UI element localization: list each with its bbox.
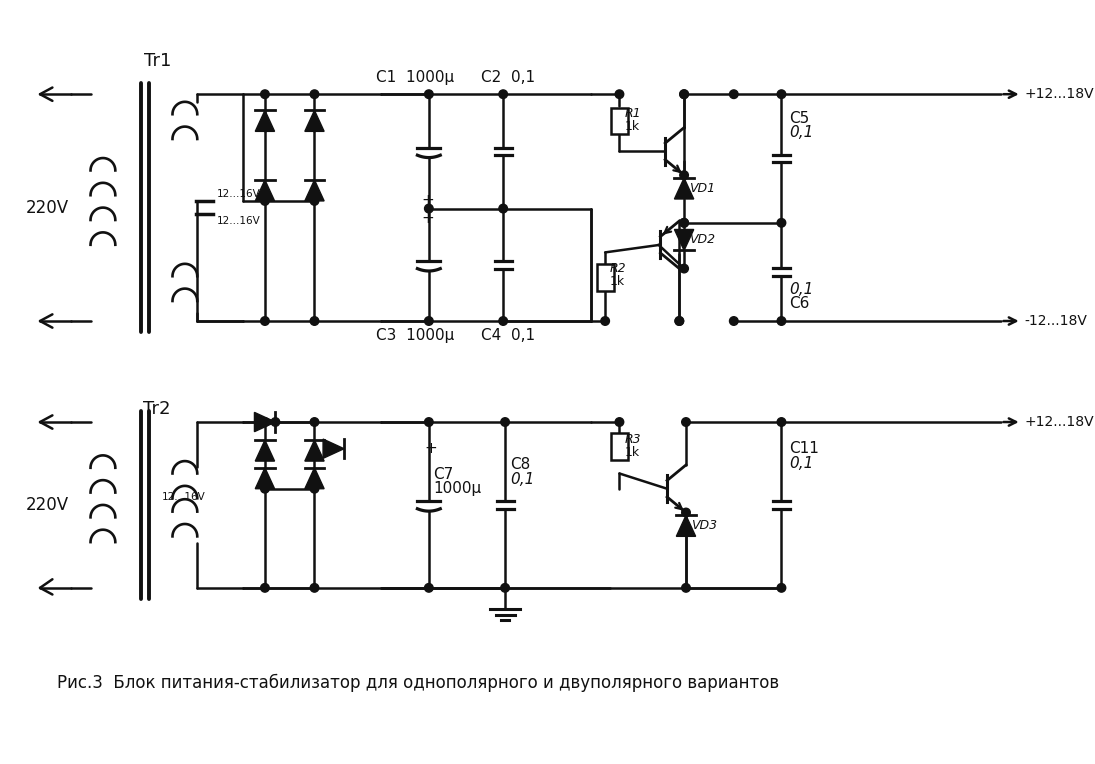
Polygon shape: [304, 111, 324, 131]
Text: -12...18V: -12...18V: [1025, 314, 1087, 328]
Text: VD2: VD2: [689, 234, 715, 247]
Circle shape: [615, 90, 624, 99]
Bar: [597, 264, 613, 290]
Circle shape: [310, 418, 319, 426]
Text: C4  0,1: C4 0,1: [482, 328, 535, 343]
Text: C8: C8: [510, 458, 530, 472]
Circle shape: [500, 584, 509, 592]
Circle shape: [601, 317, 610, 325]
Circle shape: [310, 584, 319, 592]
Polygon shape: [255, 180, 275, 201]
Circle shape: [615, 418, 624, 426]
Circle shape: [680, 264, 689, 273]
Polygon shape: [304, 180, 324, 201]
Circle shape: [682, 508, 690, 516]
Text: 1k: 1k: [624, 120, 639, 133]
Circle shape: [261, 484, 269, 493]
Circle shape: [777, 90, 786, 99]
Circle shape: [310, 317, 319, 325]
Text: C1  1000μ: C1 1000μ: [377, 70, 454, 86]
Text: C7: C7: [434, 467, 453, 482]
Text: +12...18V: +12...18V: [1025, 415, 1094, 429]
Circle shape: [499, 317, 507, 325]
Text: C5: C5: [789, 111, 809, 125]
Text: +12...18V: +12...18V: [1025, 87, 1094, 101]
Text: C3  1000μ: C3 1000μ: [377, 328, 454, 343]
Circle shape: [777, 219, 786, 227]
Text: C2  0,1: C2 0,1: [482, 70, 535, 86]
Text: 1k: 1k: [610, 276, 625, 289]
Circle shape: [777, 584, 786, 592]
Text: 12...16V: 12...16V: [162, 492, 206, 502]
Text: C11: C11: [789, 441, 819, 456]
Circle shape: [272, 418, 279, 426]
Text: +: +: [422, 193, 434, 209]
Text: Tr1: Tr1: [143, 52, 171, 70]
Text: Tr2: Tr2: [143, 400, 171, 418]
Circle shape: [499, 204, 507, 213]
Circle shape: [680, 219, 689, 227]
Text: VD3: VD3: [691, 520, 717, 533]
Text: 1k: 1k: [624, 446, 639, 459]
Bar: [611, 108, 629, 134]
Circle shape: [310, 196, 319, 206]
Text: R3: R3: [624, 432, 641, 445]
Text: 220V: 220V: [25, 496, 69, 514]
Circle shape: [500, 418, 509, 426]
Polygon shape: [675, 178, 694, 199]
Bar: [611, 433, 629, 460]
Polygon shape: [255, 468, 275, 489]
Circle shape: [261, 418, 269, 426]
Circle shape: [310, 90, 319, 99]
Text: 0,1: 0,1: [510, 471, 534, 487]
Text: 12...16V: 12...16V: [217, 189, 261, 199]
Text: +: +: [422, 211, 434, 225]
Polygon shape: [304, 440, 324, 461]
Text: 0,1: 0,1: [789, 455, 814, 471]
Circle shape: [261, 584, 269, 592]
Circle shape: [499, 90, 507, 99]
Circle shape: [729, 90, 738, 99]
Text: R1: R1: [624, 107, 641, 120]
Polygon shape: [255, 111, 275, 131]
Circle shape: [425, 584, 434, 592]
Polygon shape: [254, 413, 276, 432]
Polygon shape: [323, 439, 344, 458]
Polygon shape: [255, 440, 275, 461]
Text: Рис.3  Блок питания-стабилизатор для однополярного и двуполярного вариантов: Рис.3 Блок питания-стабилизатор для одно…: [57, 674, 780, 692]
Circle shape: [682, 584, 690, 592]
Polygon shape: [304, 468, 324, 489]
Circle shape: [310, 484, 319, 493]
Circle shape: [729, 317, 738, 325]
Circle shape: [680, 219, 689, 227]
Circle shape: [680, 90, 689, 99]
Circle shape: [777, 317, 786, 325]
Circle shape: [425, 418, 434, 426]
Text: VD1: VD1: [689, 182, 715, 195]
Text: 1000μ: 1000μ: [434, 481, 482, 497]
Text: 12...16V: 12...16V: [217, 216, 261, 226]
Circle shape: [425, 317, 434, 325]
Text: 0,1: 0,1: [789, 282, 814, 297]
Circle shape: [680, 171, 689, 180]
Polygon shape: [675, 229, 694, 251]
Circle shape: [675, 317, 683, 325]
Polygon shape: [677, 516, 695, 536]
Circle shape: [261, 317, 269, 325]
Text: 0,1: 0,1: [789, 125, 814, 140]
Circle shape: [675, 317, 683, 325]
Text: C6: C6: [789, 296, 809, 312]
Circle shape: [682, 418, 690, 426]
Circle shape: [777, 418, 786, 426]
Text: R2: R2: [610, 262, 626, 275]
Circle shape: [680, 90, 689, 99]
Circle shape: [261, 196, 269, 206]
Text: +: +: [424, 441, 437, 456]
Circle shape: [425, 204, 434, 213]
Circle shape: [261, 90, 269, 99]
Circle shape: [425, 90, 434, 99]
Text: 220V: 220V: [25, 199, 69, 217]
